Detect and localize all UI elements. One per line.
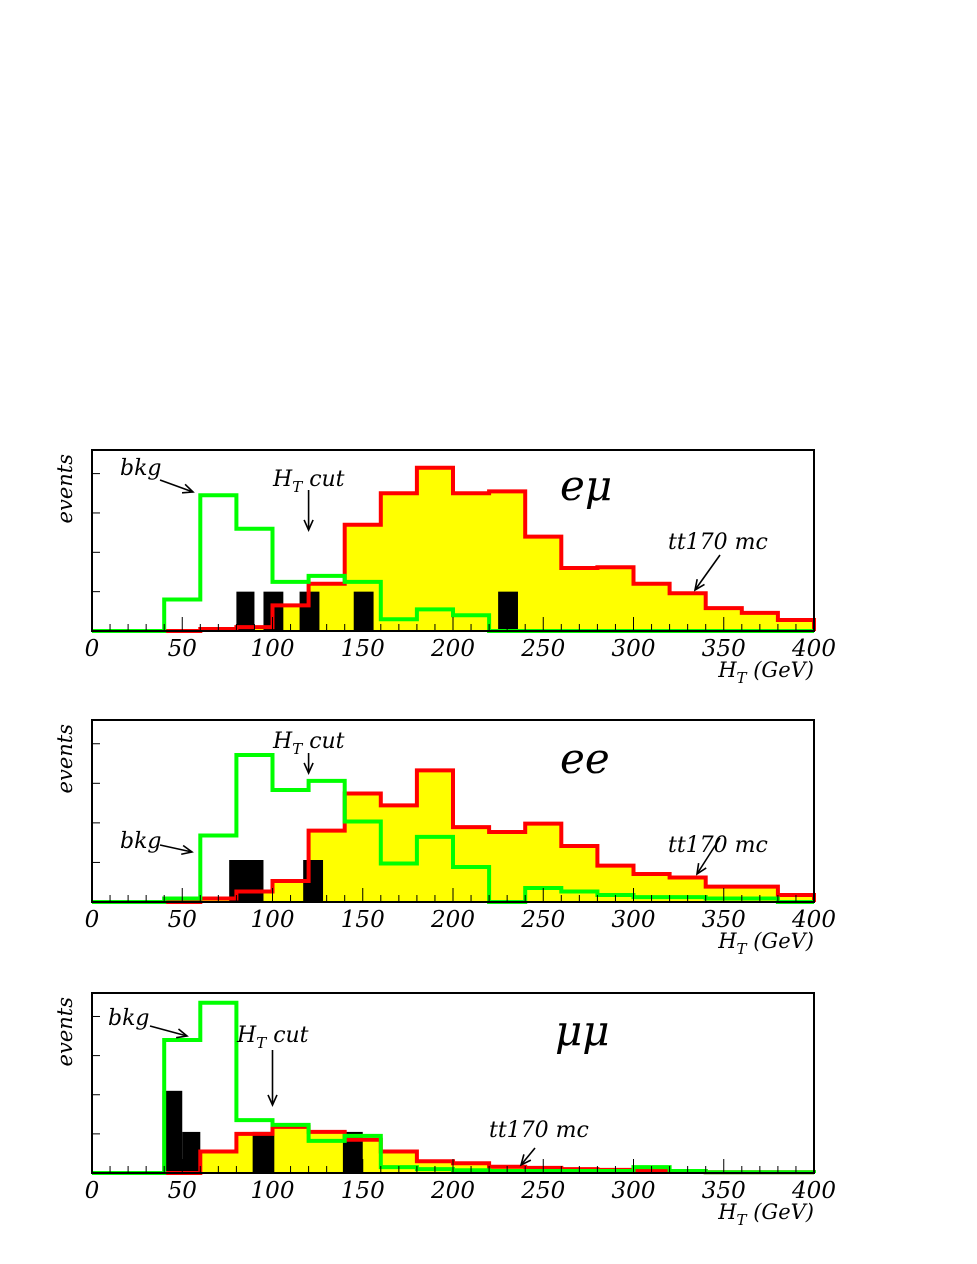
bkg-label: bkg: [120, 829, 162, 854]
ht-cut-annotation: HT cut: [272, 467, 345, 532]
x-tick-label: 0: [85, 1178, 100, 1204]
x-tick-label: 100: [251, 907, 295, 933]
data-bar-2: [299, 591, 320, 631]
x-tick-label: 50: [168, 636, 197, 662]
arrow-head: [176, 1028, 189, 1039]
x-tick-label: 350: [702, 636, 746, 662]
arrow-shaft: [159, 479, 194, 493]
mc-label: tt170 mc: [668, 833, 768, 858]
ht-cut-label: HT cut: [272, 467, 345, 496]
channel-label: ee: [560, 734, 610, 783]
data-bar-0: [229, 860, 264, 902]
channel-label: eμ: [560, 461, 612, 510]
x-tick-label: 150: [341, 907, 385, 933]
x-tick-label: 300: [612, 636, 656, 662]
data-bar-0: [236, 591, 255, 631]
x-tick-label: 150: [341, 1178, 385, 1204]
mc-line: [92, 768, 816, 904]
x-tick-label: 300: [612, 1178, 656, 1204]
x-tick-label: 400: [791, 1178, 836, 1204]
x-tick-label: 250: [520, 1178, 565, 1204]
arrow-head: [303, 762, 314, 775]
x-tick-label: 350: [702, 1178, 746, 1204]
x-tick-label: 250: [520, 636, 565, 662]
arrow-head: [181, 483, 195, 494]
x-tick-label: 200: [430, 1178, 475, 1204]
x-tick-label: 200: [430, 636, 475, 662]
bkg-label: bkg: [120, 456, 162, 481]
arrow-head: [693, 579, 705, 592]
bkg-label: bkg: [108, 1006, 150, 1031]
data-bar-0: [162, 1090, 183, 1173]
x-tick-label: 0: [85, 636, 100, 662]
data-bar-1: [182, 1131, 201, 1173]
arrow-shaft: [520, 1147, 536, 1166]
ht-cut-annotation: HT cut: [272, 729, 345, 775]
bkg-arrow: [159, 844, 194, 856]
mc-arrow: [693, 554, 721, 592]
mc-line: [92, 465, 816, 633]
x-axis-label: HT (GeV): [717, 658, 814, 687]
x-tick-label: 400: [791, 636, 836, 662]
mc-fill: [92, 467, 814, 631]
y-axis-label: events: [53, 724, 77, 794]
x-tick-label: 300: [612, 907, 656, 933]
mc-label: tt170 mc: [489, 1118, 589, 1143]
x-tick-label: 400: [791, 907, 836, 933]
x-tick-label: 100: [251, 1178, 295, 1204]
mc-arrow: [695, 837, 721, 876]
x-tick-label: 100: [251, 636, 295, 662]
bkg-arrow: [149, 1025, 189, 1039]
ht-cut-arrow: [303, 490, 314, 532]
mc-label: tt170 mc: [668, 530, 768, 555]
x-tick-label: 350: [702, 907, 746, 933]
mc-arrow: [519, 1147, 536, 1167]
channel-label: μμ: [555, 1006, 610, 1055]
ht-cut-label: HT cut: [236, 1023, 309, 1052]
arrow-head: [695, 863, 707, 876]
x-tick-label: 200: [430, 907, 475, 933]
x-tick-label: 150: [341, 636, 385, 662]
x-tick-label: 50: [168, 1178, 197, 1204]
x-axis-label: HT (GeV): [717, 929, 814, 958]
ht-cut-annotation: HT cut: [236, 1023, 309, 1107]
arrow-head: [519, 1154, 532, 1167]
x-tick-label: 0: [85, 907, 100, 933]
x-axis-label: HT (GeV): [717, 1200, 814, 1229]
arrow-shaft: [694, 554, 721, 591]
data-bar-3: [342, 1131, 363, 1173]
arrow-head: [181, 844, 194, 856]
arrow-shaft: [159, 844, 193, 853]
x-tick-label: 250: [520, 907, 565, 933]
data-bar-4: [498, 591, 518, 631]
ht-cut-label: HT cut: [272, 729, 345, 758]
arrow-head: [267, 1094, 278, 1107]
arrow-head: [303, 519, 314, 532]
data-bar-3: [353, 591, 374, 631]
y-axis-label: events: [53, 454, 77, 524]
bkg-arrow: [159, 479, 195, 494]
data-bar-2: [252, 1131, 275, 1173]
ht-cut-arrow: [267, 1050, 278, 1107]
y-axis-label: events: [53, 997, 77, 1067]
x-tick-label: 50: [168, 907, 197, 933]
arrow-shaft: [696, 837, 721, 875]
arrow-shaft: [149, 1025, 188, 1037]
ht-cut-arrow: [303, 753, 314, 775]
